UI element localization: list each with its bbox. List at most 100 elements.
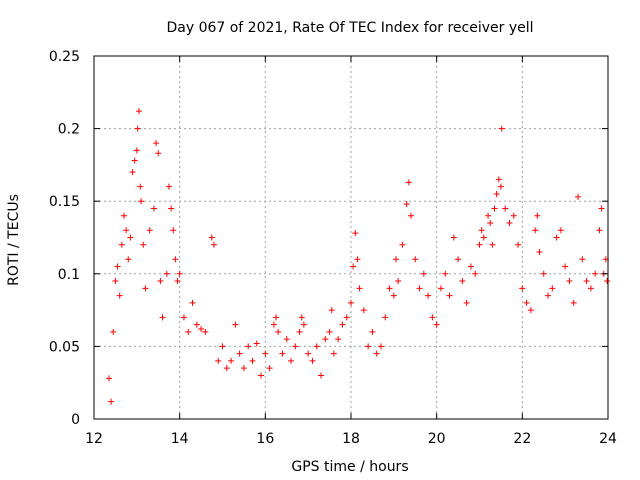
tick-labels: 12 14 16 18 20 22 24 0 0.05 0.1 0.15 0.2 0.25 — [49, 49, 617, 447]
data-point — [123, 227, 130, 234]
data-point — [570, 299, 577, 306]
data-point — [309, 357, 316, 364]
data-point — [498, 125, 505, 132]
data-point — [463, 299, 470, 306]
data-point — [170, 227, 177, 234]
data-point — [245, 343, 252, 350]
data-point — [352, 230, 359, 237]
data-point — [485, 212, 492, 219]
data-point — [300, 321, 307, 328]
data-point — [510, 212, 517, 219]
data-point — [322, 336, 329, 343]
data-point — [442, 270, 449, 277]
data-point — [165, 183, 172, 190]
data-point — [373, 350, 380, 357]
data-point — [575, 193, 582, 200]
data-point — [174, 278, 181, 285]
data-point — [515, 241, 522, 248]
data-point — [386, 285, 393, 292]
data-point — [258, 372, 265, 379]
data-point — [253, 340, 260, 347]
data-point — [279, 350, 286, 357]
data-point — [131, 157, 138, 164]
data-point — [587, 285, 594, 292]
data-point — [350, 263, 357, 270]
data-point — [159, 314, 166, 321]
data-point — [532, 227, 539, 234]
data-point — [382, 314, 389, 321]
x-tick-label: 16 — [256, 431, 274, 447]
data-point — [519, 285, 526, 292]
data-point — [176, 270, 183, 277]
data-point — [369, 328, 376, 335]
data-point — [118, 241, 125, 248]
data-point — [450, 234, 457, 241]
data-point — [185, 328, 192, 335]
data-point — [137, 183, 144, 190]
data-point — [429, 314, 436, 321]
data-point — [403, 201, 410, 208]
data-point — [266, 365, 273, 372]
data-point — [478, 227, 485, 234]
data-point — [467, 263, 474, 270]
data-point — [390, 292, 397, 299]
data-point — [437, 285, 444, 292]
data-point — [495, 176, 502, 183]
data-point — [392, 256, 399, 263]
data-point — [240, 365, 247, 372]
data-point — [127, 234, 134, 241]
data-point — [545, 292, 552, 299]
data-point — [326, 328, 333, 335]
data-point — [232, 321, 239, 328]
data-point — [296, 328, 303, 335]
data-point — [313, 343, 320, 350]
data-point — [202, 328, 209, 335]
data-point — [472, 270, 479, 277]
data-point — [506, 219, 513, 226]
chart-title: Day 067 of 2021, Rate Of TEC Index for r… — [166, 20, 533, 36]
y-tick-label: 0.1 — [58, 267, 80, 283]
data-point — [133, 147, 140, 154]
data-point — [138, 198, 145, 205]
x-tick-label: 18 — [342, 431, 360, 447]
y-tick-label: 0 — [71, 412, 80, 428]
data-point — [412, 256, 419, 263]
data-point — [142, 285, 149, 292]
data-point — [129, 169, 136, 176]
data-point — [583, 278, 590, 285]
data-point — [459, 278, 466, 285]
data-point — [527, 307, 534, 314]
data-point — [249, 357, 256, 364]
data-point — [125, 256, 132, 263]
data-point — [328, 307, 335, 314]
data-point — [534, 212, 541, 219]
data-point — [146, 227, 153, 234]
x-tick-label: 20 — [428, 431, 446, 447]
data-point — [407, 212, 414, 219]
data-point — [318, 372, 325, 379]
data-point — [523, 299, 530, 306]
data-point — [497, 183, 504, 190]
data-point — [553, 234, 560, 241]
data-point — [377, 343, 384, 350]
data-point — [354, 256, 361, 263]
data-point — [446, 292, 453, 299]
data-point — [288, 357, 295, 364]
data-point — [180, 314, 187, 321]
data-point — [153, 140, 160, 147]
data-point — [210, 241, 217, 248]
data-point — [172, 256, 179, 263]
data-point — [502, 205, 509, 212]
data-point — [157, 278, 164, 285]
y-tick-label: 0.25 — [49, 49, 80, 65]
data-point — [420, 270, 427, 277]
data-point — [134, 125, 141, 132]
data-point — [155, 150, 162, 157]
data-point — [425, 292, 432, 299]
data-point — [579, 256, 586, 263]
data-point — [140, 241, 147, 248]
data-point — [489, 241, 496, 248]
data-point — [335, 336, 342, 343]
